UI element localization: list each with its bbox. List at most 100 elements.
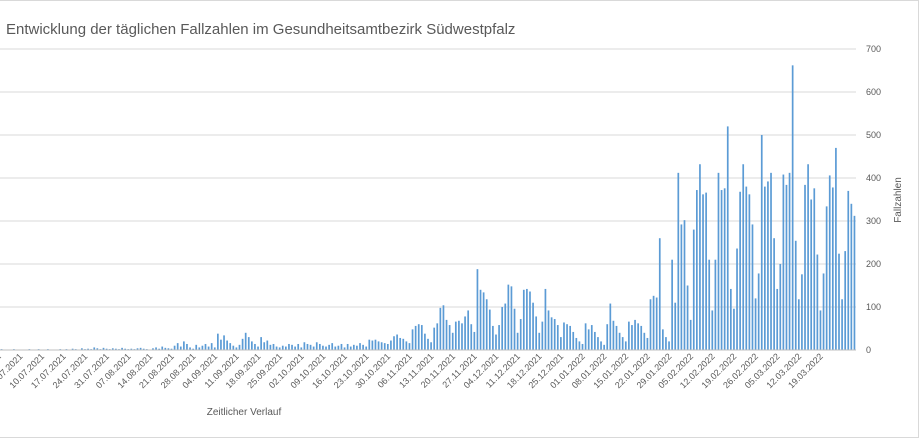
bar [257,347,259,350]
bar [356,346,358,350]
bar [696,190,698,350]
bar [464,316,466,350]
bar [730,289,732,350]
bar [665,337,667,350]
bar [239,345,241,350]
y-tick-label: 700 [866,44,881,54]
bar [467,310,469,350]
bar [687,286,689,351]
y-tick-label: 100 [866,302,881,312]
bar [715,260,717,350]
bar [662,329,664,350]
bar [372,341,374,350]
bar [415,326,417,350]
bar [291,345,293,350]
bar [387,344,389,350]
bar [647,338,649,350]
bar [554,319,556,350]
bar [520,319,522,350]
bar [854,216,856,350]
bar [273,344,275,350]
y-tick-label: 600 [866,87,881,97]
bar [650,299,652,350]
bar [477,269,479,350]
bar [776,289,778,350]
bar [721,190,723,350]
y-tick-label: 300 [866,216,881,226]
bar [786,185,788,350]
bar [724,188,726,350]
bar [297,344,299,350]
bar [823,273,825,350]
bar [495,335,497,350]
bar [804,185,806,350]
bar [245,333,247,350]
bar [433,328,435,350]
bar [350,347,352,350]
bar [755,298,757,350]
bar [322,346,324,350]
bar [347,344,349,350]
bar [749,194,751,350]
bar [276,347,278,350]
bar [566,324,568,350]
bar [254,344,256,350]
bar [603,345,605,350]
bar [511,286,513,350]
bar [798,299,800,350]
bar [248,337,250,350]
bar [588,329,590,350]
bar [841,299,843,350]
bar [341,344,343,350]
bar [708,260,710,350]
bar [634,320,636,350]
bar [718,173,720,350]
bar [282,346,284,350]
bar [820,310,822,350]
bar [847,191,849,350]
bar [310,345,312,350]
bar [353,345,355,350]
bar [628,322,630,350]
bar [430,342,432,350]
bar [526,289,528,350]
bar [384,343,386,350]
bar [548,310,550,350]
bar [560,337,562,350]
bar [402,339,404,350]
bar [313,347,315,350]
bar [183,341,185,350]
bar [699,164,701,350]
bar [251,341,253,350]
bar [764,187,766,350]
bar [294,347,296,350]
bar [174,346,176,350]
bar [545,289,547,350]
bar [681,224,683,350]
bar [702,194,704,350]
bar [838,254,840,350]
bar [229,343,231,350]
bar [677,173,679,350]
bar [316,342,318,350]
bar [674,303,676,350]
bar [523,290,525,350]
bar [443,305,445,350]
bar [304,342,306,350]
bar [504,304,506,350]
bar [529,292,531,350]
bar [508,285,510,350]
bar [625,341,627,350]
bar [597,337,599,350]
bar [532,303,534,350]
bar [458,321,460,350]
bar [381,342,383,350]
bar [334,347,336,350]
bar [161,347,163,350]
bar [739,192,741,350]
bar [396,335,398,350]
bar [288,344,290,350]
